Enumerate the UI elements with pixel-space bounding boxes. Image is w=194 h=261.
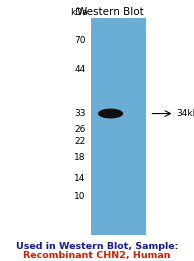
Ellipse shape: [98, 109, 123, 118]
Text: 34kDa: 34kDa: [177, 109, 194, 118]
Text: 10: 10: [74, 192, 85, 201]
Text: 44: 44: [74, 65, 85, 74]
Text: 14: 14: [74, 174, 85, 182]
Text: Used in Western Blot, Sample:: Used in Western Blot, Sample:: [16, 242, 178, 251]
Text: 26: 26: [74, 125, 85, 134]
Text: 18: 18: [74, 153, 85, 162]
Text: 33: 33: [74, 109, 85, 117]
Text: kDa: kDa: [70, 8, 87, 17]
Text: Western Blot: Western Blot: [77, 7, 144, 17]
Text: 22: 22: [74, 137, 85, 146]
Text: Recombinant CHN2, Human: Recombinant CHN2, Human: [23, 251, 171, 260]
Bar: [91, 18, 146, 235]
Text: 70: 70: [74, 36, 85, 45]
